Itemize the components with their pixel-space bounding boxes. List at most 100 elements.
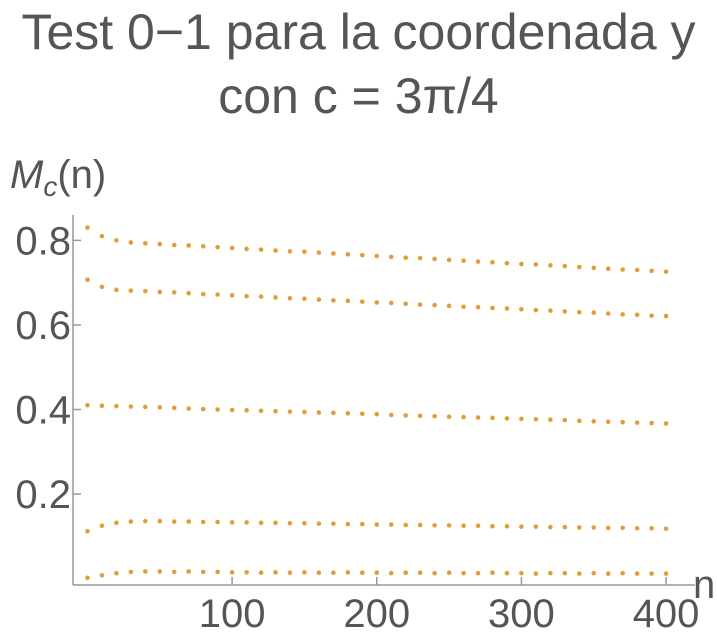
data-point: [128, 240, 134, 245]
data-point: [316, 297, 322, 302]
data-point: [85, 528, 90, 534]
data-point: [229, 520, 235, 525]
x-tick-label: 300: [488, 592, 555, 636]
data-point: [417, 302, 423, 307]
data-point: [649, 526, 654, 531]
data-point: [157, 405, 163, 410]
y-label-subscript: c: [43, 171, 57, 202]
data-point: [99, 572, 105, 578]
data-point: [302, 296, 307, 302]
data-point: [273, 295, 278, 300]
data-point: [576, 418, 582, 424]
data-point: [605, 419, 611, 425]
data-point: [258, 247, 264, 252]
y-label-symbol: M: [10, 153, 44, 197]
data-point: [157, 289, 163, 295]
data-point: [475, 415, 481, 420]
data-point: [461, 523, 466, 529]
data-point: [388, 412, 394, 418]
data-point: [128, 569, 134, 575]
data-point: [591, 265, 597, 271]
data-point: [345, 252, 351, 257]
data-point: [562, 309, 568, 314]
data-point: [591, 525, 597, 530]
data-point: [114, 520, 119, 526]
data-point: [186, 519, 192, 524]
data-point: [548, 308, 553, 313]
data-point: [345, 570, 351, 575]
data-point: [287, 409, 293, 414]
data-point: [157, 241, 163, 247]
data-point: [417, 413, 423, 419]
data-point: [316, 570, 322, 576]
data-point: [273, 520, 278, 526]
y-tick-label: 0.4: [15, 389, 71, 433]
x-tick-label: 400: [633, 592, 700, 636]
data-point: [215, 244, 220, 250]
data-point: [605, 525, 611, 531]
data-point: [620, 419, 625, 425]
data-point: [475, 523, 481, 529]
data-point: [114, 287, 119, 293]
data-point: [99, 523, 105, 529]
y-tick-label: 0.8: [15, 219, 71, 263]
data-point: [99, 403, 105, 409]
data-point: [663, 269, 669, 274]
data-point: [504, 416, 510, 421]
data-point: [302, 520, 307, 526]
data-point: [157, 569, 163, 574]
data-point: [562, 417, 568, 423]
data-point: [229, 245, 235, 251]
data-point: [186, 569, 192, 574]
data-point: [244, 293, 249, 299]
data-point: [200, 406, 206, 412]
data-point: [258, 570, 264, 576]
data-point: [403, 413, 408, 418]
data-point: [331, 521, 336, 526]
data-point: [302, 409, 307, 415]
data-point: [345, 298, 351, 304]
y-label-arg: (n): [57, 153, 106, 197]
data-point: [200, 569, 206, 575]
data-point: [548, 263, 553, 268]
data-point: [533, 416, 539, 422]
data-point: [605, 571, 611, 576]
data-point: [316, 521, 322, 526]
data-point: [388, 570, 394, 576]
data-point: [128, 519, 134, 524]
data-point: [143, 569, 148, 574]
data-point: [316, 410, 322, 415]
data-point: [157, 518, 163, 524]
data-point: [200, 291, 206, 297]
data-point: [229, 293, 235, 298]
data-point: [273, 248, 278, 253]
data-point: [143, 404, 148, 410]
data-point: [403, 301, 408, 307]
data-point: [171, 519, 177, 524]
data-point: [519, 306, 524, 312]
data-point: [620, 312, 625, 317]
data-point: [360, 411, 365, 417]
data-point: [360, 252, 365, 258]
data-point: [273, 570, 278, 575]
data-point: [562, 524, 568, 530]
data-point: [490, 523, 495, 529]
data-point: [649, 313, 654, 318]
data-point: [605, 266, 611, 272]
data-point: [316, 250, 322, 255]
data-point: [360, 299, 365, 304]
data-point: [634, 526, 640, 531]
data-point: [663, 421, 669, 426]
data-point: [345, 521, 351, 527]
data-point: [432, 570, 437, 576]
data-point: [171, 405, 177, 411]
data-point: [490, 570, 495, 576]
data-point: [446, 414, 452, 420]
data-point: [143, 241, 148, 246]
data-point: [475, 570, 481, 576]
data-point: [229, 407, 235, 413]
data-point: [548, 524, 553, 530]
data-point: [432, 256, 437, 262]
